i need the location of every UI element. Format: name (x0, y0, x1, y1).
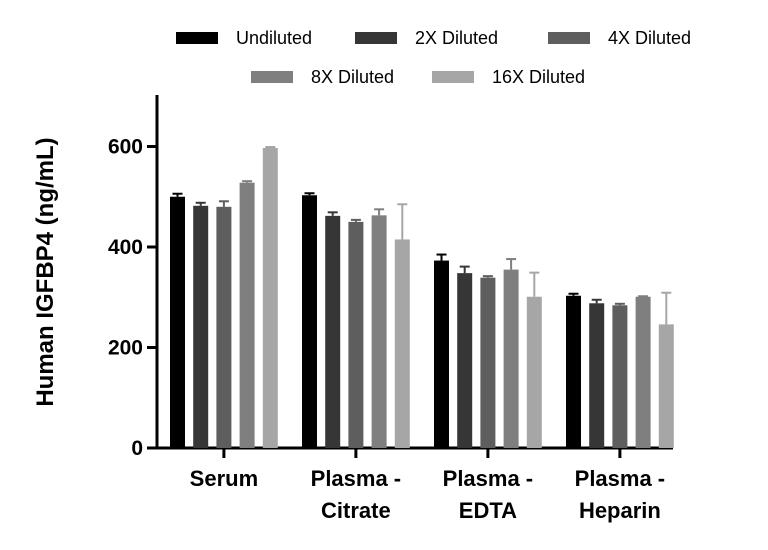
legend-label: Undiluted (236, 28, 312, 48)
bar (262, 148, 278, 448)
y-tick-label: 400 (108, 236, 143, 259)
bar (170, 196, 185, 448)
category-label: Plasma - (443, 466, 534, 491)
y-axis-label: Human IGFBP4 (ng/mL) (32, 137, 59, 406)
legend-swatch (251, 71, 293, 83)
category-label: Serum (190, 466, 258, 491)
category-label: Heparin (579, 498, 661, 523)
bar (348, 221, 364, 448)
bar (394, 239, 410, 448)
legend-label: 16X Diluted (492, 67, 585, 87)
bar (589, 303, 605, 448)
y-tick-label: 200 (108, 337, 143, 360)
legend-label: 4X Diluted (608, 28, 691, 48)
bar (457, 273, 473, 448)
legend-swatch (548, 32, 590, 44)
legend-swatch (355, 32, 397, 44)
bar (325, 215, 341, 448)
bar (302, 195, 317, 448)
bar (526, 296, 542, 448)
legend-swatch (176, 32, 218, 44)
category-label: Plasma - (575, 466, 666, 491)
bar (612, 305, 628, 448)
bar (239, 182, 255, 448)
bar (566, 295, 581, 448)
legend-label: 8X Diluted (311, 67, 394, 87)
axes: 0 200 400 600 (108, 95, 673, 460)
legend-swatch (432, 71, 474, 83)
y-tick-label: 600 (108, 136, 143, 159)
bar (658, 324, 674, 448)
category-label: Plasma - (311, 466, 402, 491)
bar (434, 260, 449, 448)
category-label: EDTA (459, 498, 517, 523)
bar (216, 206, 232, 448)
bar (503, 269, 519, 448)
bar (480, 277, 496, 448)
bars (170, 146, 674, 448)
category-label: Citrate (321, 498, 391, 523)
bar (635, 296, 651, 448)
bar (371, 215, 387, 448)
bar (193, 205, 209, 448)
y-tick-label: 0 (131, 437, 143, 460)
category-labels: Serum Plasma - Citrate Plasma - EDTA Plasma -… (190, 448, 665, 523)
legend: Undiluted 2X Diluted 4X Diluted 8X Diluted 1… (176, 28, 691, 87)
legend-label: 2X Diluted (415, 28, 498, 48)
